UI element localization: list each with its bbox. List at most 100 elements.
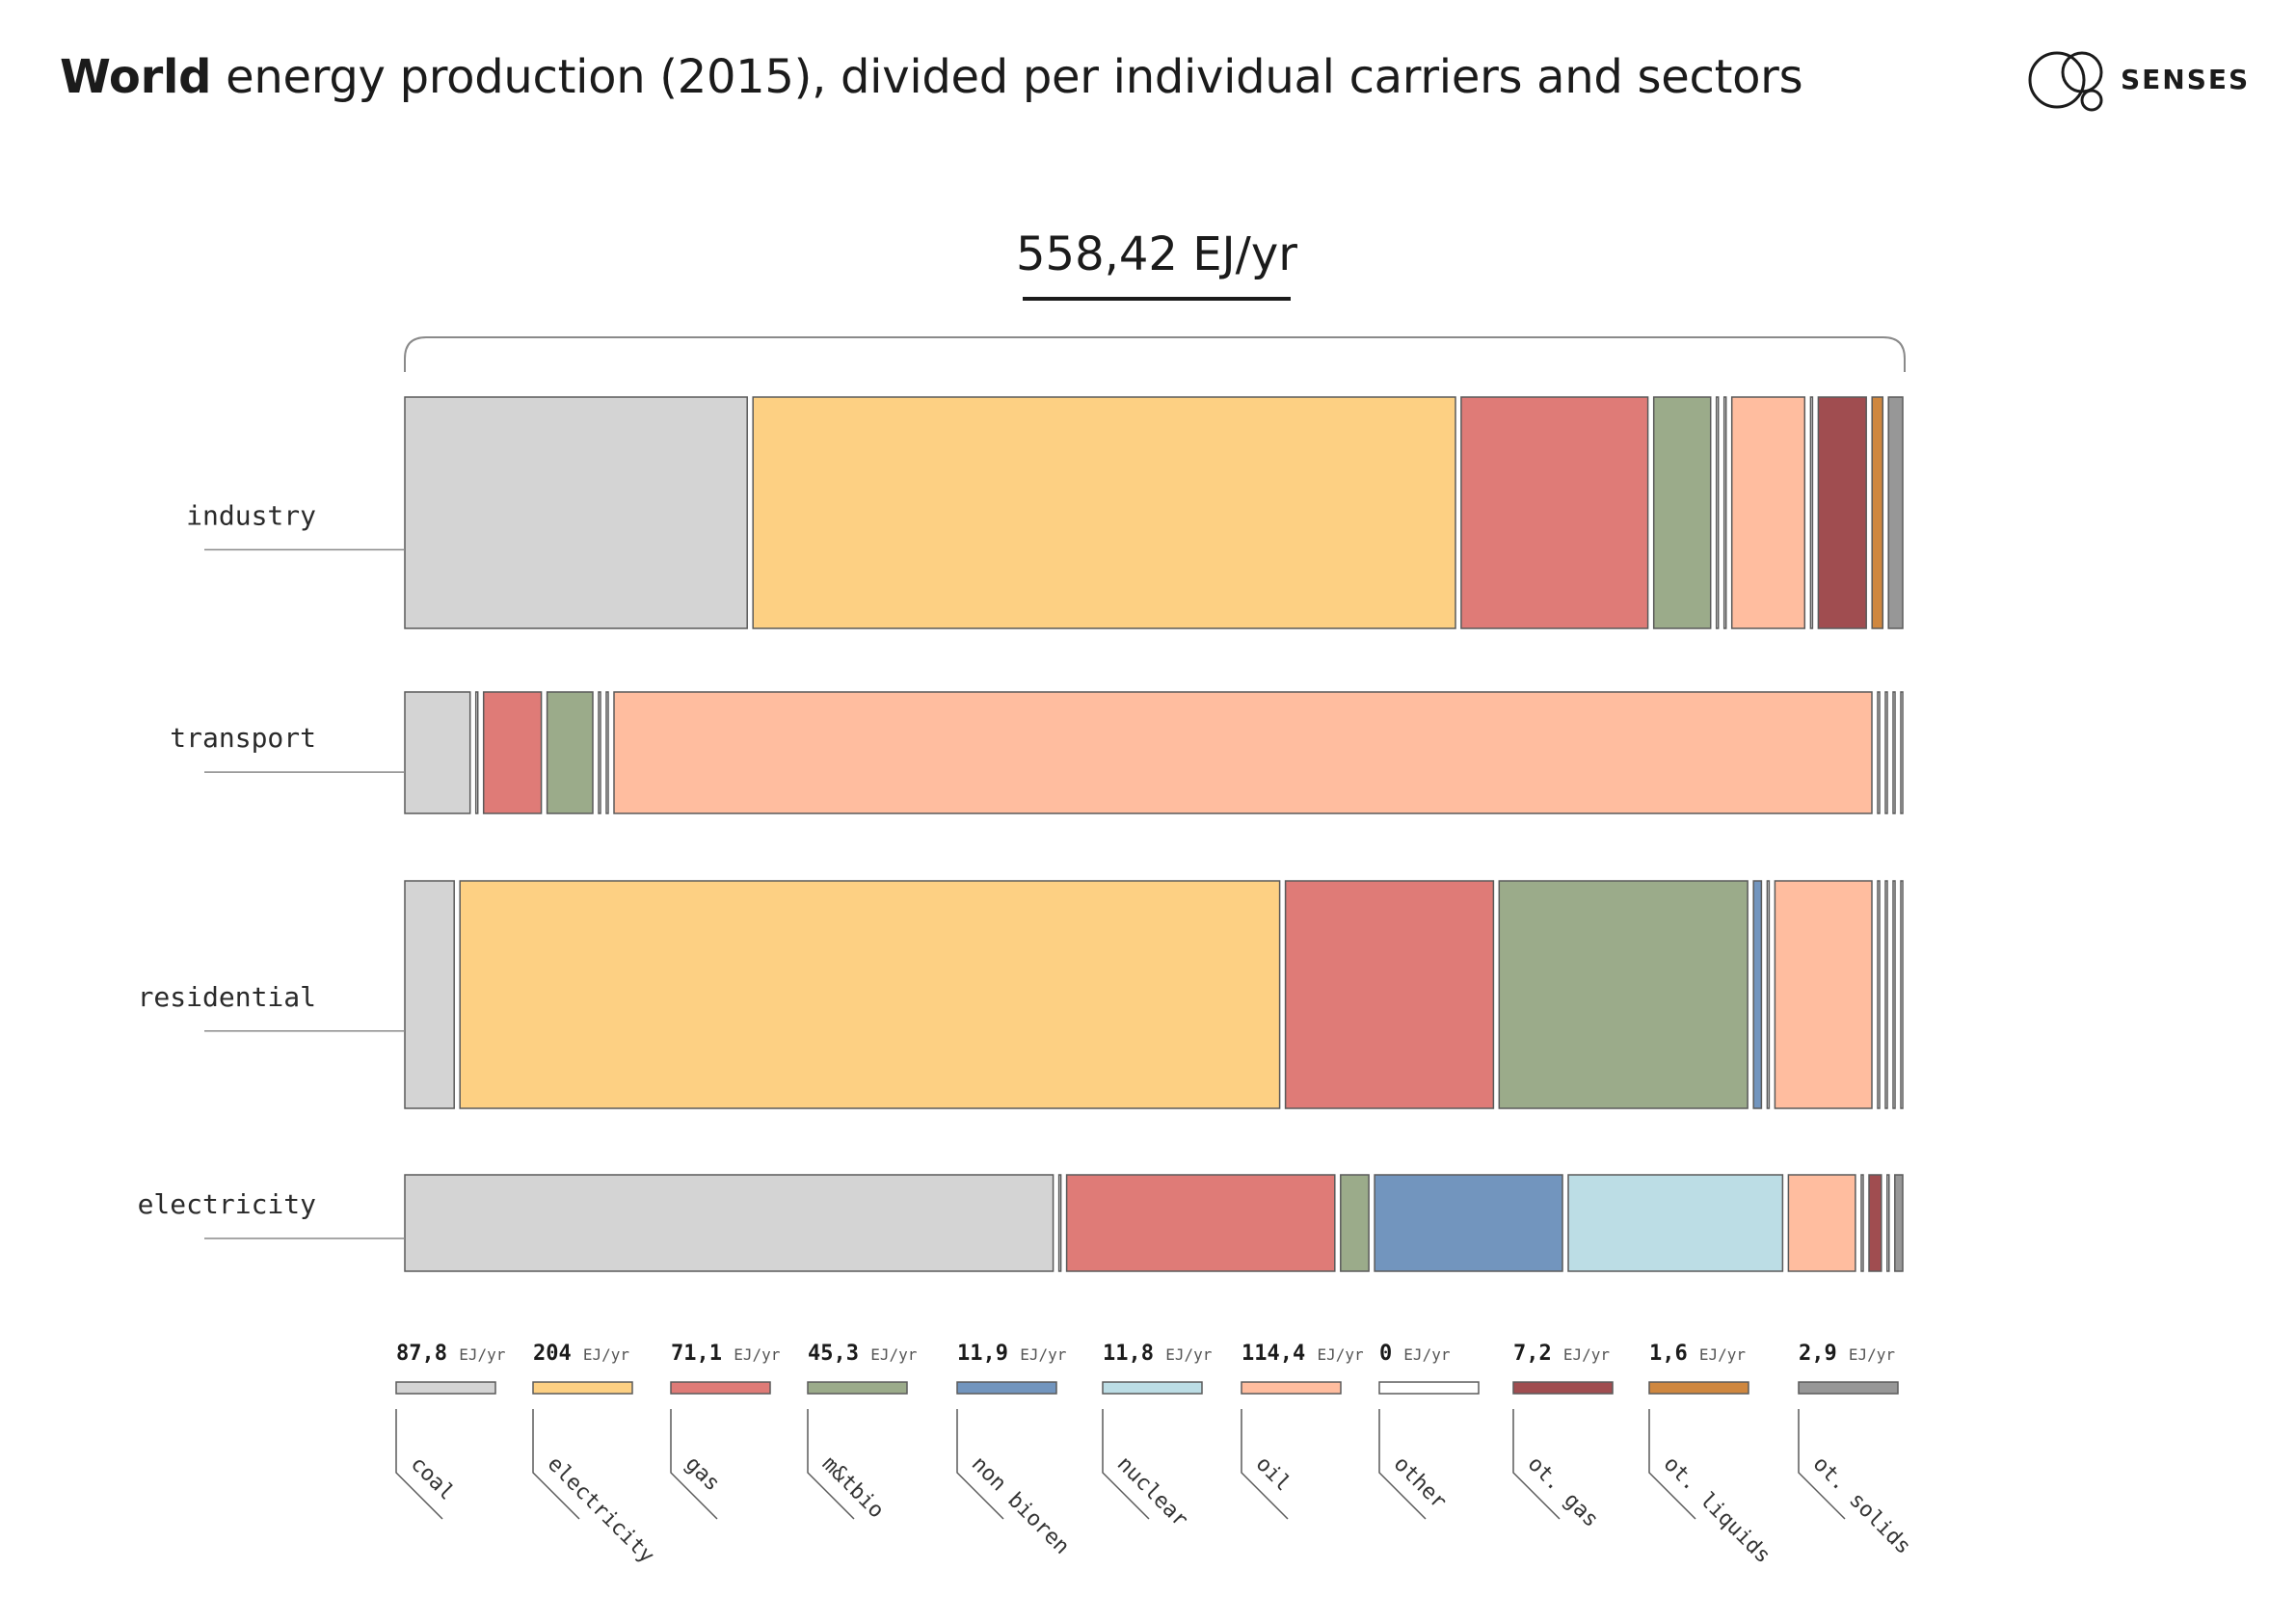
bar-residential-coal — [404, 880, 455, 1109]
bar-electricity-nuclear — [1567, 1174, 1784, 1272]
legend-item-electricity: 204 EJ/yr electricity — [532, 1342, 659, 1569]
legend-value: 2,9 — [1799, 1342, 1837, 1366]
legend-swatch — [532, 1381, 633, 1395]
legend-name: non bioren — [967, 1452, 1074, 1559]
bar-industry-oil — [1730, 396, 1806, 629]
bar-industry-coal — [404, 396, 748, 629]
legend-unit: EJ/yr — [1403, 1345, 1451, 1364]
legend-leader — [956, 1409, 1004, 1520]
bar-transport-non-bioren — [598, 691, 601, 814]
legend-swatch — [1241, 1381, 1342, 1395]
legend-unit: EJ/yr — [1849, 1345, 1896, 1364]
legend-name: other — [1389, 1452, 1452, 1515]
bar-industry-ot-liquids — [1871, 396, 1884, 629]
sector-row-industry: industry — [186, 396, 1904, 629]
legend-swatch — [1512, 1381, 1614, 1395]
bar-residential-gas — [1284, 880, 1495, 1109]
legend-unit: EJ/yr — [870, 1345, 918, 1364]
bar-electricity-oil — [1787, 1174, 1856, 1272]
legend-unit: EJ/yr — [1318, 1345, 1365, 1364]
bar-electricity-ot-liquids — [1886, 1174, 1890, 1272]
bar-transport-ot-liquids — [1892, 691, 1896, 814]
legend-unit: EJ/yr — [1165, 1345, 1213, 1364]
bar-electricity-m-tbio — [1340, 1174, 1370, 1272]
legend-item-ot-liquids: 1,6 EJ/yr ot. liquids — [1648, 1342, 1775, 1568]
bar-electricity-other — [1860, 1174, 1864, 1272]
legend-leader — [1798, 1409, 1846, 1520]
bar-electricity-gas — [1065, 1174, 1336, 1272]
total-label: 558,42 EJ/yr — [1016, 227, 1297, 281]
legend-name: electricity — [543, 1452, 659, 1569]
bar-electricity-non-bioren — [1374, 1174, 1563, 1272]
bar-residential-m-tbio — [1498, 880, 1749, 1109]
legend-item-m-tbio: 45,3 EJ/yr m&tbio — [807, 1342, 918, 1524]
bar-industry-ot-solids — [1887, 396, 1904, 629]
legend-unit: EJ/yr — [1699, 1345, 1747, 1364]
bar-transport-coal — [404, 691, 471, 814]
legend-value: 71,1 — [671, 1342, 722, 1366]
legend-leader — [1648, 1409, 1696, 1520]
legend-leader — [1378, 1409, 1427, 1520]
legend-leader — [807, 1409, 855, 1520]
legend-name: coal — [406, 1452, 459, 1505]
sector-label: transport — [170, 722, 316, 754]
bar-transport-ot-solids — [1900, 691, 1904, 814]
legend-item-ot-gas: 7,2 EJ/yr ot. gas — [1512, 1342, 1614, 1532]
legend-leader — [1102, 1409, 1150, 1520]
bar-residential-nuclear — [1766, 880, 1771, 1109]
bar-residential-ot-solids — [1900, 880, 1904, 1109]
legend-unit: EJ/yr — [734, 1345, 781, 1364]
chart-title-rest: energy production (2015), divided per in… — [226, 50, 1803, 104]
chart-title: World energy production (2015), divided … — [60, 50, 1803, 104]
legend-value: 114,4 — [1241, 1342, 1305, 1366]
legend-leader — [1241, 1409, 1289, 1520]
sector-label: electricity — [138, 1188, 316, 1220]
legend-swatch — [1102, 1381, 1203, 1395]
legend-unit: EJ/yr — [459, 1345, 506, 1364]
sector-label: residential — [138, 981, 316, 1013]
legend-swatch — [670, 1381, 771, 1395]
legend-name: ot. solids — [1808, 1452, 1915, 1559]
bar-residential-electricity — [459, 880, 1281, 1109]
legend-swatch — [395, 1381, 496, 1395]
bar-transport-electricity — [474, 691, 479, 814]
bar-electricity-ot-gas — [1868, 1174, 1882, 1272]
legend-value: 7,2 — [1513, 1342, 1552, 1366]
bar-residential-non-bioren — [1752, 880, 1763, 1109]
legend-name: nuclear — [1112, 1452, 1192, 1532]
bar-industry-electricity — [752, 396, 1456, 629]
bar-industry-nuclear — [1722, 396, 1727, 629]
logo-text: SENSES — [2121, 64, 2251, 95]
legend-name: ot. gas — [1523, 1452, 1603, 1532]
bar-industry-m-tbio — [1652, 396, 1712, 629]
legend-swatch — [956, 1381, 1057, 1395]
legend-value: 11,9 — [957, 1342, 1008, 1366]
senses-logo-icon — [2028, 51, 2103, 112]
bar-residential-ot-gas — [1884, 880, 1888, 1109]
bar-industry-ot-gas — [1817, 396, 1867, 629]
legend-leader — [670, 1409, 718, 1520]
bar-electricity-electricity — [1057, 1174, 1062, 1272]
legend-item-ot-solids: 2,9 EJ/yr ot. solids — [1798, 1342, 1915, 1559]
legend-item-coal: 87,8 EJ/yr coal — [395, 1342, 506, 1520]
bar-transport-nuclear — [605, 691, 609, 814]
legend: 87,8 EJ/yr coal 204 EJ/yr electricity 71,1 EJ/y… — [395, 1342, 1915, 1569]
legend-item-non-bioren: 11,9 EJ/yr non bioren — [956, 1342, 1074, 1559]
total-bracket — [404, 336, 1906, 372]
legend-swatch — [1648, 1381, 1749, 1395]
chart-title-bold: World — [60, 50, 212, 104]
legend-item-other: 0 EJ/yr other — [1378, 1342, 1480, 1520]
legend-item-nuclear: 11,8 EJ/yr nuclear — [1102, 1342, 1213, 1532]
legend-value: 204 — [533, 1342, 572, 1366]
legend-unit: EJ/yr — [1563, 1345, 1611, 1364]
bar-transport-gas — [482, 691, 543, 814]
legend-name: m&tbio — [817, 1452, 889, 1524]
bar-industry-other — [1809, 396, 1814, 629]
bar-residential-oil — [1774, 880, 1873, 1109]
legend-value: 1,6 — [1649, 1342, 1688, 1366]
total-underline — [1023, 297, 1291, 301]
legend-leader — [532, 1409, 580, 1520]
bar-transport-oil — [613, 691, 1873, 814]
